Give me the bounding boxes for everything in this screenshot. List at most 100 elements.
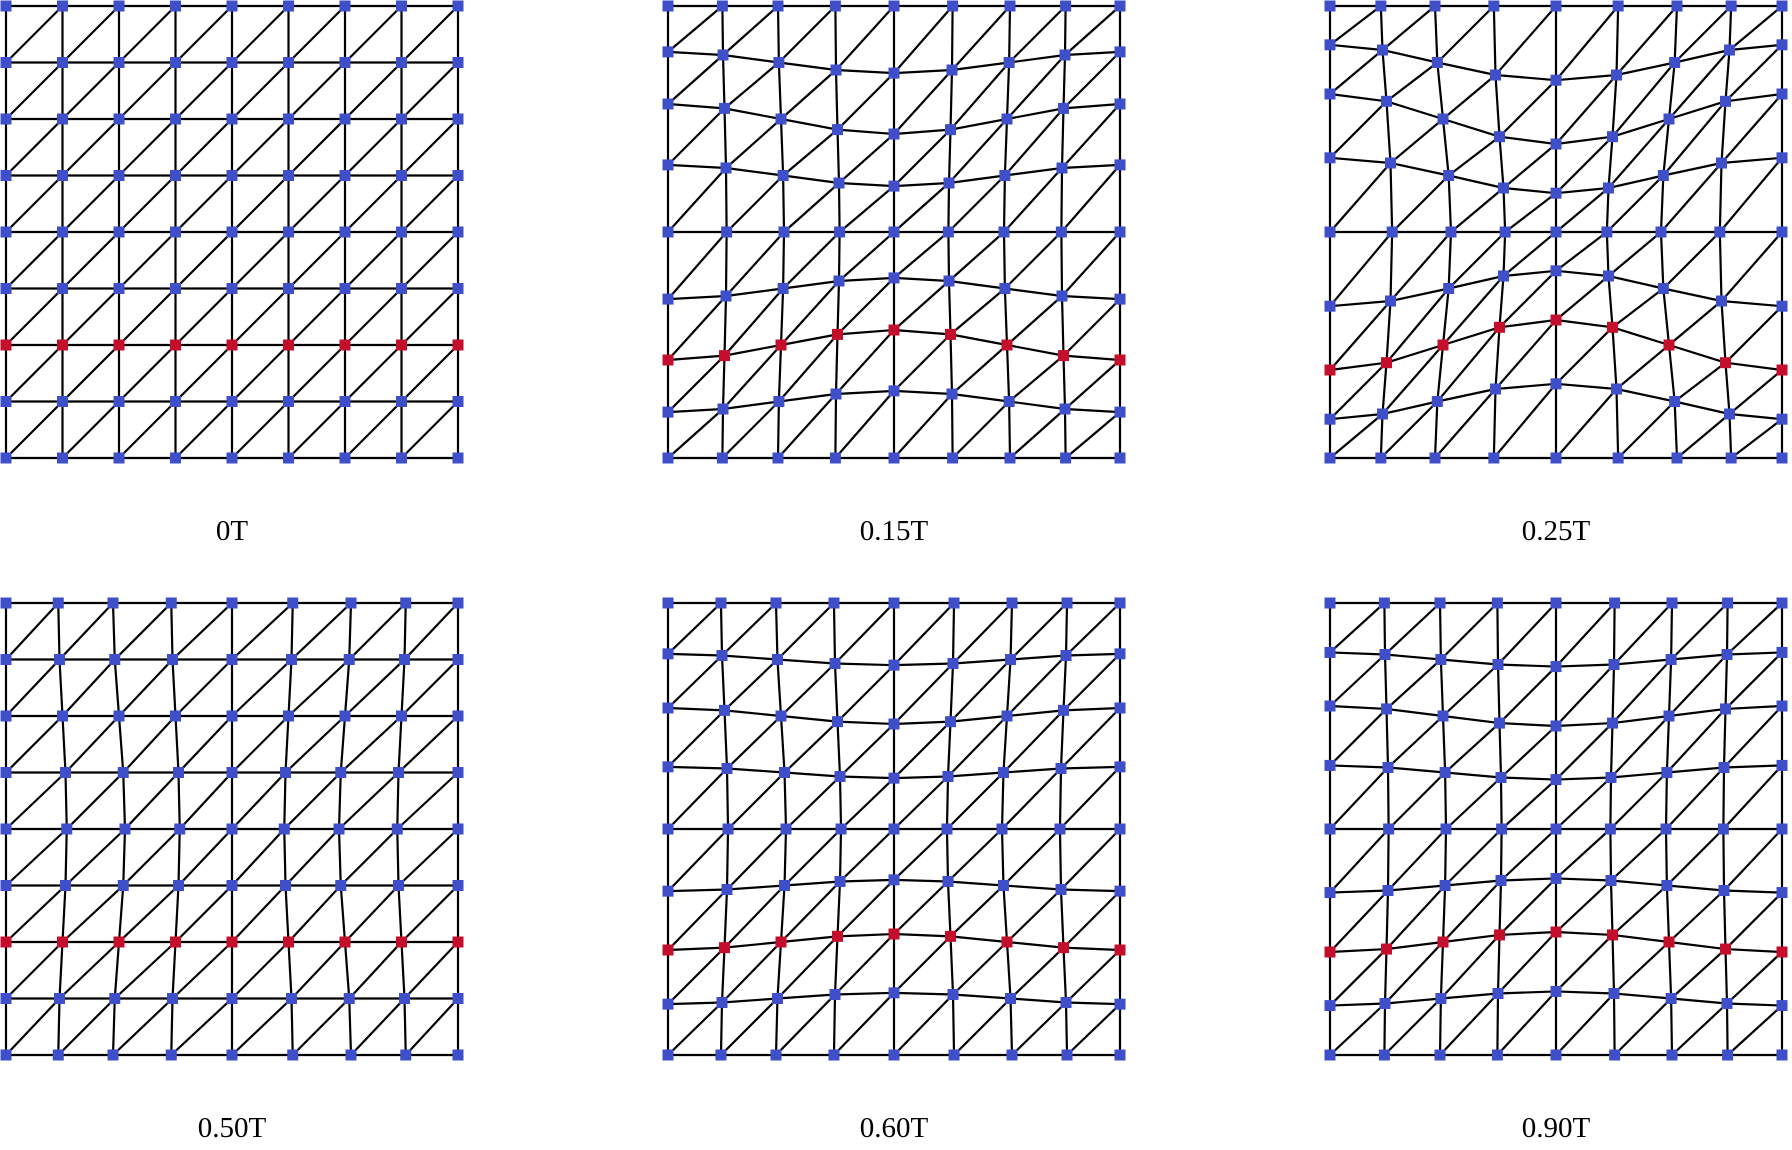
- mesh-edge: [1444, 828, 1448, 886]
- mesh-edge: [1555, 721, 1613, 728]
- mesh-edge: [1497, 663, 1557, 668]
- mesh-edge: [1608, 274, 1664, 290]
- mesh-node: [278, 823, 290, 835]
- mesh-edge: [949, 61, 1010, 131]
- mesh-node: [1603, 182, 1614, 194]
- mesh-edge: [1329, 704, 1387, 711]
- mesh-edge: [290, 602, 352, 661]
- mesh-edge: [61, 174, 120, 233]
- mesh-edge: [947, 771, 1004, 778]
- mesh-node: [167, 993, 178, 1004]
- mesh-edge: [1384, 941, 1444, 1005]
- mesh-edge: [1494, 327, 1501, 390]
- mesh-edge: [1442, 663, 1499, 717]
- mesh-node: [1005, 654, 1017, 665]
- mesh-edge: [1385, 101, 1392, 164]
- mesh-edge: [1555, 992, 1615, 1056]
- mesh-edge: [667, 354, 726, 413]
- mesh-edge: [893, 932, 951, 938]
- mesh-node: [117, 767, 129, 778]
- mesh-node: [1114, 998, 1126, 1010]
- mesh-node: [1114, 406, 1126, 418]
- mesh-edge: [1724, 651, 1783, 710]
- mesh-edge: [1555, 74, 1618, 145]
- mesh-edge: [720, 997, 779, 1056]
- mesh-edge: [1445, 771, 1502, 779]
- mesh-edge: [1062, 890, 1121, 949]
- mesh-node: [1114, 885, 1126, 897]
- mesh-edge: [111, 602, 116, 660]
- mesh-edge: [174, 658, 233, 717]
- mesh-edge: [1448, 174, 1504, 190]
- mesh-edge: [783, 772, 788, 830]
- mesh-edge: [231, 287, 290, 346]
- mesh-edge: [1008, 354, 1065, 403]
- mesh-node: [60, 880, 71, 891]
- mesh-edge: [1674, 48, 1730, 64]
- mesh-edge: [776, 5, 780, 63]
- mesh-edge: [403, 998, 407, 1056]
- mesh-node: [1114, 597, 1126, 609]
- mesh-node: [286, 993, 297, 1004]
- mesh-edge: [723, 710, 729, 769]
- mesh-node: [1776, 887, 1788, 899]
- mesh-edge: [1008, 401, 1012, 459]
- mesh-edge: [721, 408, 725, 459]
- mesh-edge: [1611, 658, 1672, 724]
- tracked-node: [1437, 936, 1449, 948]
- mesh-node: [716, 452, 728, 464]
- mesh-edge: [1667, 941, 1673, 999]
- mesh-edge: [1615, 388, 1620, 459]
- mesh-edge: [832, 602, 837, 664]
- mesh-node: [1776, 39, 1788, 51]
- mesh-edge: [1555, 318, 1613, 329]
- mesh-node: [832, 716, 843, 728]
- mesh-node: [1495, 772, 1507, 783]
- mesh-edge: [1725, 92, 1783, 103]
- mesh-edge: [1442, 326, 1500, 347]
- mesh-node: [1550, 1049, 1562, 1061]
- mesh-edge: [1724, 654, 1729, 709]
- mesh-edge: [287, 118, 346, 177]
- mesh-edge: [1008, 5, 1012, 63]
- mesh-edge: [1383, 654, 1388, 709]
- mesh-edge: [1725, 361, 1783, 372]
- mesh-edge: [1006, 54, 1066, 120]
- mesh-node: [1324, 700, 1336, 712]
- mesh-node: [1492, 988, 1504, 999]
- mesh-edge: [1725, 1003, 1729, 1056]
- mesh-node: [1716, 295, 1727, 307]
- mesh-node: [1666, 1049, 1678, 1061]
- mesh-edge: [776, 941, 783, 999]
- tracked-node: [662, 944, 674, 956]
- mesh-node: [942, 226, 954, 238]
- mesh-edge: [287, 884, 342, 943]
- mesh-edge: [5, 828, 68, 887]
- mesh-node: [771, 654, 783, 665]
- mesh-edge: [1391, 174, 1450, 233]
- mesh-node: [452, 1049, 464, 1061]
- mesh-edge: [61, 287, 120, 346]
- mesh-edge: [1555, 326, 1614, 385]
- mesh-node: [1499, 226, 1511, 238]
- mesh-edge: [1006, 107, 1064, 121]
- mesh-edge: [58, 602, 114, 661]
- mesh-edge: [1329, 300, 1392, 371]
- mesh-node: [948, 597, 960, 609]
- mesh-edge: [723, 295, 728, 356]
- mesh-node: [1381, 703, 1392, 715]
- mesh-edge: [344, 287, 403, 346]
- mesh-edge: [118, 344, 177, 403]
- mesh-edge: [112, 997, 174, 1056]
- mesh-edge: [1498, 877, 1557, 936]
- mesh-node: [1550, 138, 1562, 150]
- mesh-node: [1776, 1049, 1788, 1061]
- mesh-node: [1435, 993, 1447, 1004]
- mesh-edge: [344, 5, 403, 64]
- mesh-edge: [1496, 664, 1501, 724]
- mesh-edge: [1666, 828, 1725, 887]
- mesh-node: [1669, 57, 1681, 68]
- mesh-node: [888, 659, 900, 671]
- mesh-edge: [339, 885, 347, 943]
- mesh-edge: [1555, 231, 1608, 272]
